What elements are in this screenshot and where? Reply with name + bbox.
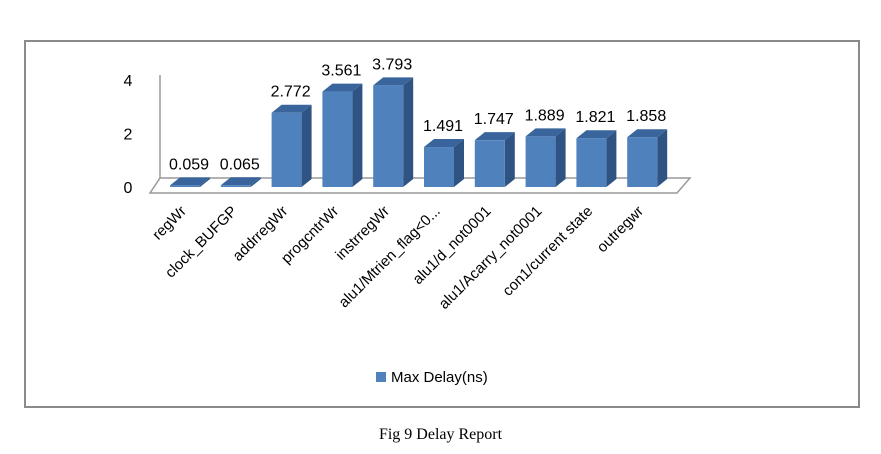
bar-top	[322, 83, 363, 92]
bar-top	[220, 177, 261, 186]
x-tick-label: con1/current state	[499, 203, 596, 300]
bar	[271, 104, 312, 187]
bar-side	[352, 83, 363, 187]
data-label: 1.491	[423, 118, 463, 135]
data-label: 1.747	[474, 111, 514, 128]
bar	[373, 77, 414, 187]
legend-swatch	[376, 372, 386, 382]
bar-top	[424, 139, 464, 148]
bar	[170, 177, 210, 187]
bar-front	[576, 138, 607, 187]
bar	[474, 132, 515, 187]
bar	[627, 129, 668, 187]
bar-top	[373, 77, 414, 86]
data-label: 1.889	[525, 107, 565, 124]
bar-front	[424, 147, 454, 187]
bar-side	[403, 77, 414, 187]
bar-top	[170, 177, 210, 186]
bar-front	[373, 85, 404, 187]
bar-side	[555, 128, 566, 187]
data-label: 3.561	[321, 63, 361, 80]
bar	[525, 128, 566, 187]
data-label: 1.821	[575, 109, 615, 126]
bar-front	[271, 112, 302, 187]
bar-front	[170, 185, 200, 187]
bar-side	[454, 139, 464, 187]
bar-top	[474, 132, 515, 141]
figure-caption: Fig 9 Delay Report	[378, 426, 503, 443]
bar	[322, 83, 363, 187]
y-tick-label: 2	[124, 126, 133, 143]
bar-side	[657, 129, 668, 187]
bar-side	[504, 132, 515, 187]
legend-label: Max Delay(ns)	[391, 369, 488, 386]
data-label: 0.059	[169, 156, 209, 173]
bar-side	[606, 130, 617, 187]
bar	[424, 139, 464, 187]
bar-front	[474, 140, 505, 187]
y-tick-label: 4	[124, 73, 133, 90]
data-label: 2.772	[271, 84, 311, 101]
bar-side	[250, 177, 261, 187]
x-tick-label: regWr	[149, 203, 190, 244]
bar-top	[576, 130, 617, 139]
bar-top	[627, 129, 668, 138]
bar-front	[220, 185, 251, 187]
bar	[576, 130, 617, 187]
bar-top	[525, 128, 566, 137]
bar-front	[322, 91, 353, 187]
data-label: 3.793	[372, 56, 412, 73]
chart-frame	[24, 40, 860, 408]
x-tick-label: outregwr	[594, 203, 647, 256]
bar-side	[200, 177, 210, 187]
bar-front	[627, 137, 658, 187]
bar-top	[271, 104, 312, 113]
data-label: 1.858	[626, 108, 666, 125]
bar-side	[301, 104, 312, 187]
bar-front	[525, 136, 556, 187]
y-tick-label: 0	[124, 180, 133, 197]
bar	[220, 177, 261, 187]
data-label: 0.065	[220, 156, 260, 173]
